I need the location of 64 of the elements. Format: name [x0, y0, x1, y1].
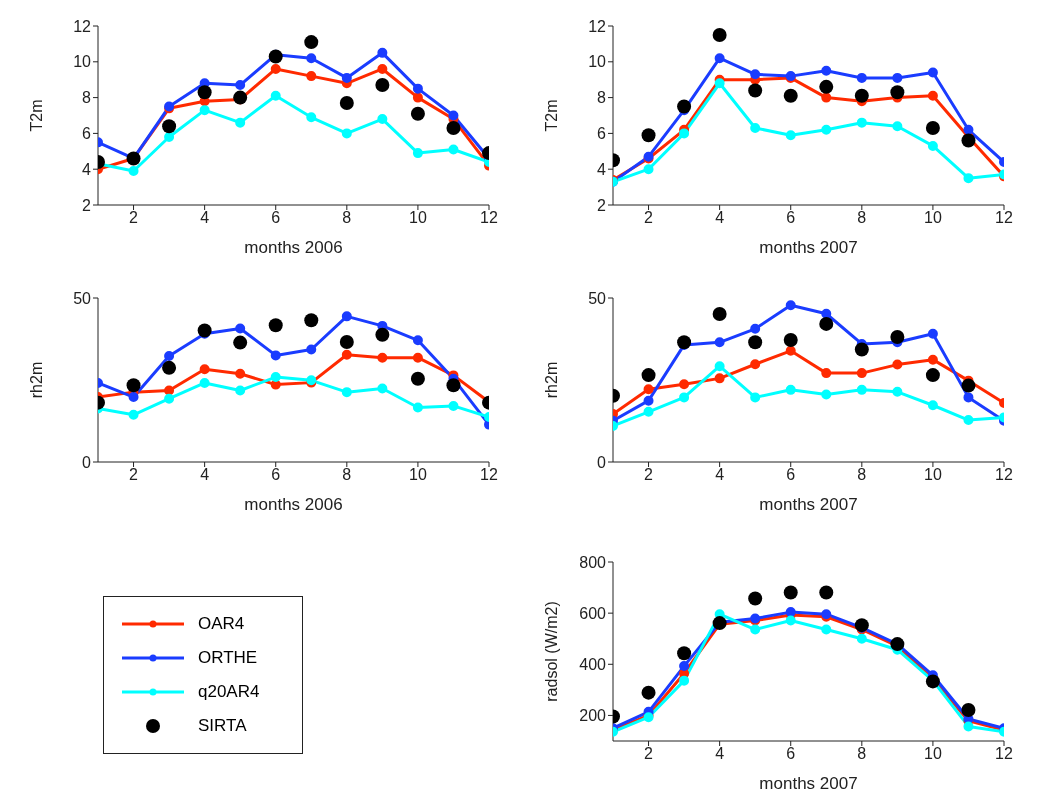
x-tick-label: 4	[200, 209, 210, 227]
x-axis-title: months 2007	[759, 774, 858, 793]
x-axis-title: months 2006	[244, 495, 343, 514]
x-tick-label: 4	[715, 466, 725, 484]
y-tick-label: 50	[73, 289, 92, 307]
y-axis-title: T2m	[27, 99, 45, 132]
y-tick-label: 2	[82, 196, 92, 214]
x-tick-label: 6	[786, 209, 796, 227]
y-tick-label: 6	[597, 125, 607, 143]
legend-label: SIRTA	[198, 716, 247, 736]
x-tick-label: 4	[715, 745, 725, 763]
y-tick-label: 12	[73, 17, 92, 35]
y-tick-label: 0	[82, 453, 92, 471]
y-tick-label: 50	[588, 289, 607, 307]
x-tick-label: 8	[857, 466, 867, 484]
x-tick-label: 2	[644, 466, 654, 484]
x-tick-label: 8	[342, 209, 352, 227]
legend-label: OAR4	[198, 614, 245, 634]
x-tick-label: 2	[644, 209, 654, 227]
y-tick-label: 10	[73, 53, 92, 71]
y-tick-label: 600	[579, 604, 607, 622]
y-tick-label: 6	[82, 125, 92, 143]
x-tick-label: 12	[480, 466, 498, 484]
x-tick-label: 12	[480, 209, 498, 227]
x-tick-label: 8	[857, 209, 867, 227]
x-tick-label: 12	[995, 745, 1013, 763]
x-tick-label: 2	[644, 745, 654, 763]
x-tick-label: 6	[786, 745, 796, 763]
x-tick-label: 2	[129, 209, 139, 227]
x-tick-label: 10	[924, 466, 942, 484]
y-tick-label: 2	[597, 196, 607, 214]
x-tick-label: 10	[924, 209, 942, 227]
y-tick-label: 8	[82, 89, 92, 107]
x-tick-label: 2	[129, 466, 139, 484]
y-tick-label: 4	[597, 160, 607, 178]
y-tick-label: 8	[597, 89, 607, 107]
x-tick-label: 12	[995, 466, 1013, 484]
x-tick-label: 12	[995, 209, 1013, 227]
y-tick-label: 400	[579, 655, 607, 673]
x-tick-label: 10	[409, 466, 427, 484]
x-axis-title: months 2007	[759, 238, 858, 257]
y-tick-label: 0	[597, 453, 607, 471]
y-axis-title: rh2m	[542, 361, 560, 399]
legend-label: q20AR4	[198, 682, 260, 702]
x-tick-label: 6	[271, 466, 281, 484]
x-tick-label: 8	[857, 745, 867, 763]
x-tick-label: 4	[715, 209, 725, 227]
y-tick-label: 800	[579, 553, 607, 571]
y-axis-title: T2m	[542, 99, 560, 132]
x-axis-title: months 2007	[759, 495, 858, 514]
y-tick-label: 200	[579, 707, 607, 725]
x-tick-label: 10	[409, 209, 427, 227]
x-tick-label: 10	[924, 745, 942, 763]
x-tick-label: 6	[786, 466, 796, 484]
x-tick-label: 6	[271, 209, 281, 227]
legend-label: ORTHE	[198, 648, 258, 668]
y-axis-title: rh2m	[27, 361, 45, 399]
y-tick-label: 12	[588, 17, 607, 35]
y-tick-label: 4	[82, 160, 92, 178]
y-tick-label: 10	[588, 53, 607, 71]
x-tick-label: 8	[342, 466, 352, 484]
x-tick-label: 4	[200, 466, 210, 484]
x-axis-title: months 2006	[244, 238, 343, 257]
y-axis-title: radsol (W/m2)	[542, 601, 560, 702]
